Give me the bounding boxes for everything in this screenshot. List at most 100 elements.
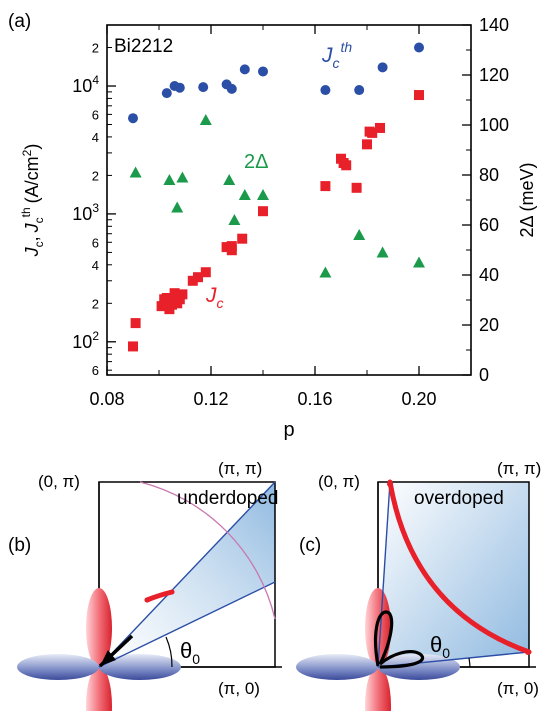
jc-point	[221, 242, 232, 253]
jcth-point	[174, 82, 185, 93]
y-left-minor-label: 2	[92, 296, 99, 311]
dwave-lobe-bottom	[86, 666, 112, 711]
fermi-surface	[387, 479, 532, 655]
y-left-minor-label: 4	[92, 130, 99, 145]
x-axis-ticks: 0.08 0.12 0.16 0.20	[89, 25, 472, 409]
jcth-point	[414, 42, 424, 53]
left-axis-ticks: 6 102 2 4 6 103 2 4 6 104 2	[72, 24, 116, 378]
arc-end-dot-2	[169, 589, 175, 595]
panel-b-label: (b)	[8, 535, 31, 556]
y-left-minor-label: 6	[92, 363, 99, 378]
region-label-underdoped: underdoped	[177, 488, 278, 509]
corner-label-pi-0: (π, 0)	[218, 679, 260, 698]
jcth-point	[354, 85, 365, 96]
jc-point	[177, 289, 188, 300]
y-left-minor-label: 6	[92, 235, 99, 250]
dwave-lobe-left	[17, 654, 99, 680]
panel-a-chart: (a) Bi2212 0.08 0.12 0.16 0.20 6 102 2 4 6 103 2 4…	[8, 11, 537, 441]
y-right-label: 40	[479, 265, 499, 285]
jc-point	[237, 233, 248, 244]
theta-arc-c	[468, 657, 471, 668]
jc-point	[128, 341, 138, 352]
jcth-point	[239, 64, 250, 75]
gap-point	[228, 214, 241, 225]
y-left-minor-label: 6	[92, 107, 99, 122]
panel-c-label: (c)	[299, 535, 321, 556]
wedge-edge-upper	[98, 481, 276, 668]
right-axis-ticks: 0 20 40 60 80 100 120 140	[462, 15, 509, 385]
arc-end-dot-1	[144, 597, 150, 603]
dwave-lobe-right	[99, 654, 181, 680]
jc-point	[375, 122, 385, 133]
y-left-major-label: 102	[72, 329, 99, 352]
corner-label-pi-0-c: (π, 0)	[497, 679, 539, 698]
gap-point	[176, 171, 189, 183]
jc-point	[226, 241, 237, 252]
series-2delta	[129, 114, 425, 278]
fermi-arc-circle	[139, 481, 276, 620]
jc-point	[414, 90, 424, 101]
y-left-minor-label: 4	[92, 258, 99, 273]
gap-point	[319, 266, 332, 278]
jcth-point	[320, 85, 331, 96]
plot-frame	[106, 24, 472, 376]
series-jc	[128, 90, 424, 352]
dwave-lobe-left-c	[296, 654, 378, 680]
y-right-label: 100	[479, 115, 509, 135]
x-tick-label: 0.08	[89, 389, 124, 409]
jc-point	[258, 206, 268, 217]
gap-point	[129, 166, 142, 178]
jc-point	[362, 139, 372, 150]
jc-point	[351, 182, 362, 193]
jcth-point	[161, 88, 172, 99]
overdoped-wedge	[378, 482, 529, 667]
wedge-edge-lower	[98, 581, 276, 668]
gap-point	[413, 256, 425, 268]
panel-c-diagram: (c) θ0 (0, π) (π, π) (π, 0) overdoped	[296, 459, 541, 711]
x-tick-label: 0.20	[401, 389, 436, 409]
x-tick-label: 0.16	[297, 389, 332, 409]
fermi-end-dot-2	[525, 649, 531, 655]
right-axis-title: 2Δ (meV)	[517, 162, 537, 237]
wedge-edge-steep	[377, 481, 391, 668]
jc-point	[130, 318, 141, 329]
theta-arc	[165, 636, 173, 668]
gap-annotation: 2Δ	[244, 151, 268, 173]
jc-annotation: Jc	[205, 284, 224, 311]
jc-point	[193, 272, 203, 283]
y-right-label: 60	[479, 215, 499, 235]
arrow-head	[100, 650, 116, 666]
gap-point	[223, 174, 236, 185]
jcth-point	[377, 62, 388, 73]
jc-point	[187, 275, 198, 286]
panel-b-diagram: (b) θ0 (0, π) (π, π) (π, 0) underdoped	[8, 459, 282, 711]
jcth-annotation: Jcth	[321, 39, 352, 71]
gap-contour	[373, 610, 425, 669]
corner-label-pi-pi: (π, π)	[218, 459, 262, 478]
region-label-overdoped: overdoped	[414, 488, 504, 509]
gap-point	[238, 189, 251, 200]
jc-point	[320, 181, 331, 192]
jc-point	[161, 293, 172, 304]
x-tick-label: 0.12	[193, 389, 228, 409]
gap-point	[257, 189, 269, 200]
y-right-label: 140	[479, 15, 509, 35]
theta-label: θ0	[180, 638, 200, 667]
gap-point	[171, 201, 184, 213]
jc-point	[341, 160, 352, 171]
y-right-label: 0	[479, 365, 489, 385]
left-axis-title: Jc,Jcth(A/cm2)	[19, 144, 46, 258]
gap-point	[353, 229, 366, 240]
jc-point	[200, 267, 211, 278]
jc-point	[156, 301, 167, 312]
theta-label-c: θ0	[430, 632, 450, 661]
x-axis-title: p	[283, 419, 294, 441]
fermi-end-dot-1	[387, 481, 393, 487]
corner-label-0-pi: (0, π)	[38, 472, 80, 491]
y-left-major-label: 103	[72, 201, 99, 224]
y-left-major-label: 104	[72, 73, 99, 96]
y-left-minor-label: 2	[92, 168, 99, 183]
gap-point	[376, 246, 389, 258]
jcth-point	[226, 83, 237, 94]
